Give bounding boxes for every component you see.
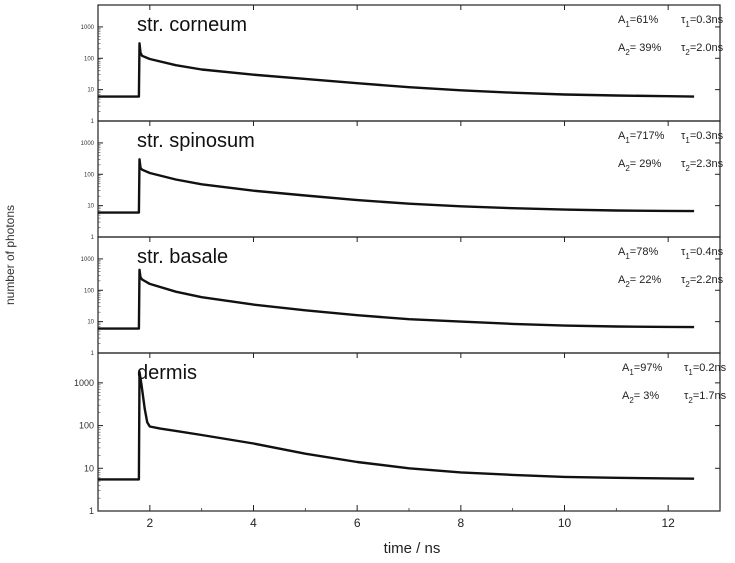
decay-curve xyxy=(98,370,695,481)
y-tick-label: 1000 xyxy=(81,257,95,263)
y-tick-label: 10 xyxy=(87,204,94,210)
lifetime-2-annotation: τ2=2.0ns xyxy=(681,42,724,57)
y-tick-label: 10 xyxy=(87,88,94,94)
amplitude-1-annotation: A1=717% xyxy=(618,130,665,145)
y-tick-label: 1 xyxy=(91,235,95,241)
amplitude-1-annotation: A1=61% xyxy=(618,14,658,29)
y-tick-label: 100 xyxy=(84,288,95,294)
x-axis-label: time / ns xyxy=(384,540,441,557)
lifetime-1-annotation: τ1=0.4ns xyxy=(681,246,724,261)
panel-title: str. basale xyxy=(137,246,228,268)
y-tick-label: 1 xyxy=(89,506,94,516)
panel: 1 10 100 1000 str. corneum A1=61% A2= 39% τ1=0.… xyxy=(81,4,724,125)
panels-group: 1 10 100 1000 str. corneum A1=61% A2= 39% τ1=0.… xyxy=(74,4,727,516)
y-tick-label: 100 xyxy=(84,56,95,62)
panel-title: dermis xyxy=(137,362,197,384)
amplitude-1-annotation: A1=78% xyxy=(618,246,658,261)
lifetime-2-annotation: τ2=1.7ns xyxy=(684,390,727,405)
y-tick-label: 1 xyxy=(91,119,95,125)
x-tick-label: 12 xyxy=(661,516,675,530)
y-tick-label: 10 xyxy=(87,320,94,326)
y-tick-label: 10 xyxy=(84,463,94,473)
amplitude-2-annotation: A2= 22% xyxy=(618,274,662,289)
panel: 1 10 100 1000 dermis A1=97% A2= 3% τ1=0.2ns τ2=1… xyxy=(74,352,727,516)
x-tick-label: 4 xyxy=(250,516,257,530)
y-tick-label: 1000 xyxy=(81,25,95,31)
lifetime-1-annotation: τ1=0.3ns xyxy=(681,14,724,29)
x-tick-label: 10 xyxy=(558,516,572,530)
y-axis-label: number of photons xyxy=(3,205,17,305)
lifetime-1-annotation: τ1=0.2ns xyxy=(684,362,727,377)
decay-curve xyxy=(98,268,695,330)
amplitude-2-annotation: A2= 3% xyxy=(622,390,659,405)
y-tick-label: 1000 xyxy=(74,378,94,388)
y-tick-label: 1 xyxy=(91,351,95,357)
x-tick-label: 8 xyxy=(457,516,464,530)
panel: 1 10 100 1000 str. basale A1=78% A2= 22% τ1=0.4… xyxy=(81,236,724,357)
y-tick-label: 100 xyxy=(84,172,95,178)
lifetime-2-annotation: τ2=2.2ns xyxy=(681,274,724,289)
y-tick-label: 1000 xyxy=(81,141,95,147)
amplitude-2-annotation: A2= 39% xyxy=(618,42,662,57)
lifetime-2-annotation: τ2=2.3ns xyxy=(681,158,724,173)
x-axis: 2 4 6 8 10 12 xyxy=(97,5,721,530)
decay-curve xyxy=(98,158,695,214)
panel-title: str. spinosum xyxy=(137,130,255,152)
lifetime-1-annotation: τ1=0.3ns xyxy=(681,130,724,145)
panel: 1 10 100 1000 str. spinosum A1=717% A2= 29% τ1=… xyxy=(81,120,724,241)
amplitude-2-annotation: A2= 29% xyxy=(618,158,662,173)
y-tick-label: 100 xyxy=(79,421,94,431)
panel-title: str. corneum xyxy=(137,14,247,36)
x-tick-label: 2 xyxy=(146,516,153,530)
x-tick-label: 6 xyxy=(354,516,361,530)
decay-curve xyxy=(98,42,695,98)
amplitude-1-annotation: A1=97% xyxy=(622,362,662,377)
